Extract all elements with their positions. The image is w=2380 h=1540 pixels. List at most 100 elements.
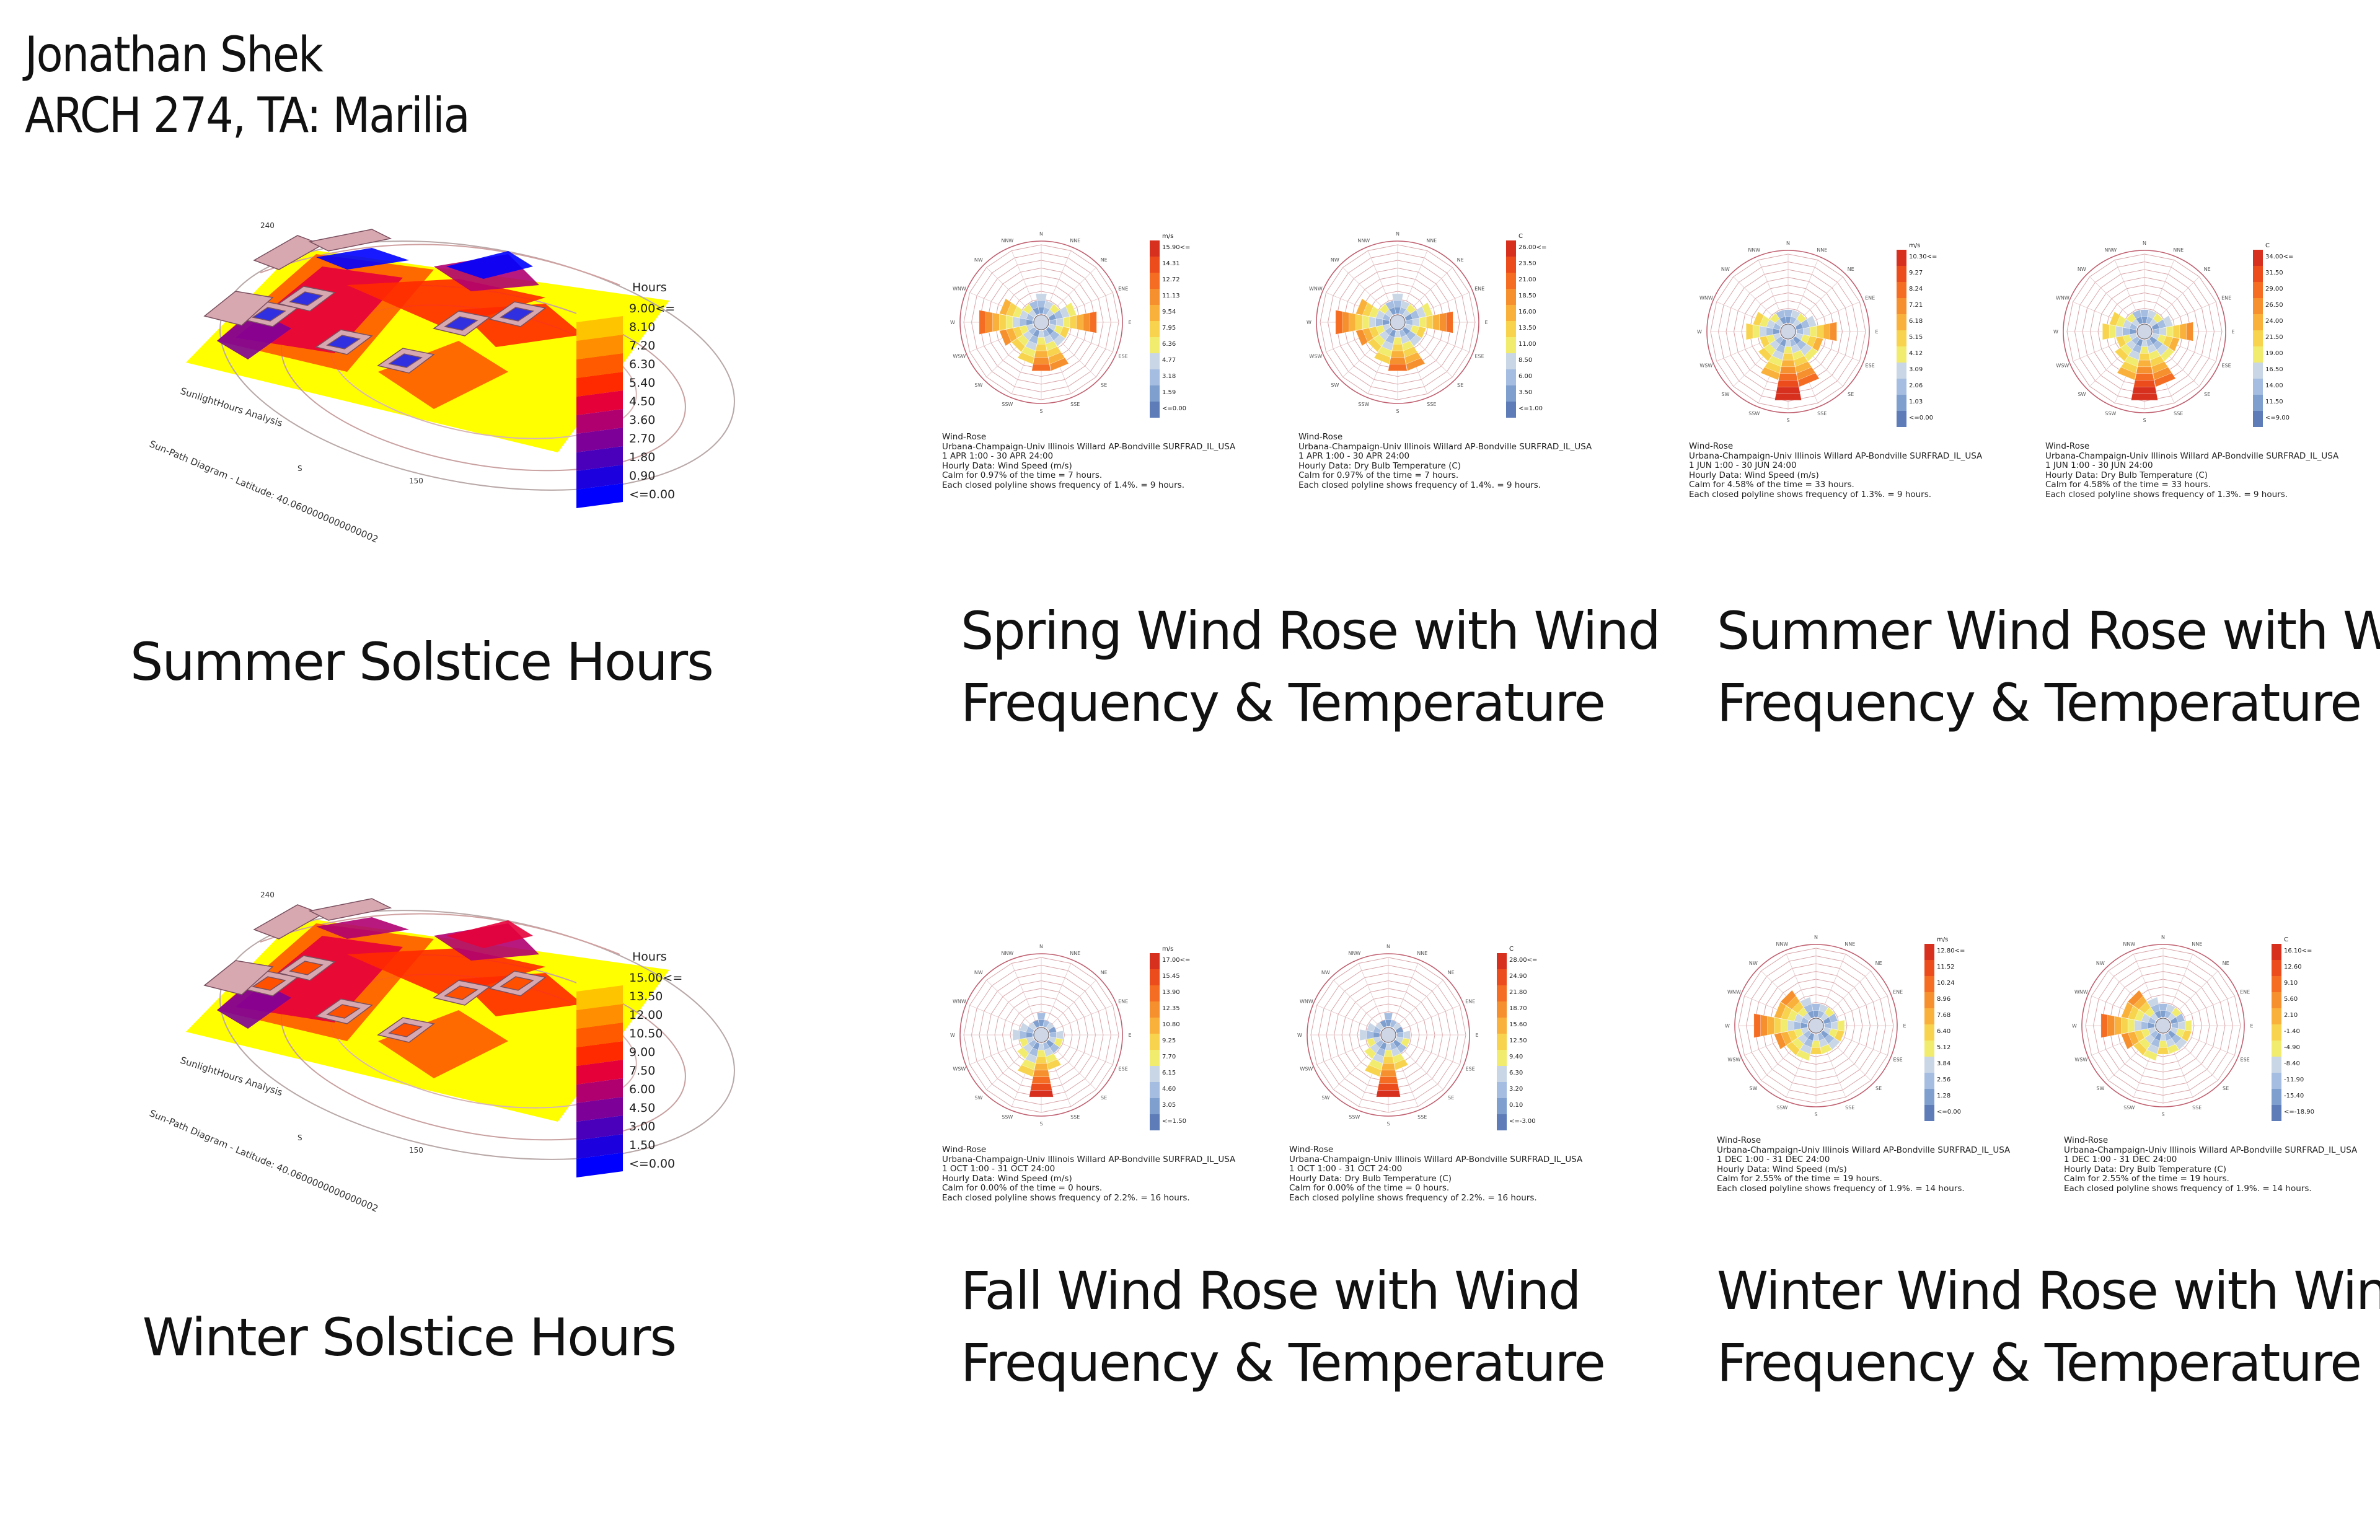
compass-label: NNW bbox=[1776, 941, 1788, 947]
compass-label: ESE bbox=[2241, 1057, 2250, 1063]
compass-label: ENE bbox=[1893, 989, 1903, 995]
petal-segment bbox=[1355, 314, 1363, 331]
buildings bbox=[203, 898, 547, 1043]
petal-segment bbox=[1439, 312, 1447, 332]
legend-swatch bbox=[1506, 353, 1516, 369]
rose-info-line: Each closed polyline shows frequency of … bbox=[1298, 480, 1541, 490]
petal-segment bbox=[2175, 1037, 2188, 1050]
summer-temp-rose: N NNE NE ENE E ESE SE SSE S SSW SW WSW W WNW NW NNW C 34.… bbox=[2039, 239, 2338, 499]
winter-sunlight-diagram: SunlightHours Analysis Sun-Path Diagram -… bbox=[148, 891, 735, 1215]
legend-value: 12.80<= bbox=[1937, 948, 1965, 954]
petal-segment bbox=[2131, 393, 2158, 401]
legend-swatch bbox=[1897, 330, 1906, 346]
petal-segment bbox=[1759, 336, 1770, 348]
petal-segment bbox=[1811, 1041, 1821, 1048]
legend-value: 18.50 bbox=[1518, 293, 1536, 299]
legend-title: Hours bbox=[632, 950, 667, 964]
legend-value: <=0.00 bbox=[629, 488, 675, 501]
compass-label: NE bbox=[2204, 266, 2211, 272]
calm-circle bbox=[1808, 1018, 1824, 1034]
wind-petals bbox=[1359, 1013, 1411, 1098]
petal-segment bbox=[1828, 1013, 1838, 1023]
petal-segment bbox=[2107, 1014, 2115, 1037]
compass-label: NW bbox=[1749, 961, 1758, 966]
legend-swatch bbox=[1897, 379, 1906, 395]
legend-value: 9.40 bbox=[1509, 1054, 1523, 1060]
legend-swatch bbox=[1150, 953, 1160, 969]
compass-label: NE bbox=[1101, 970, 1108, 975]
legend-swatch bbox=[1506, 369, 1516, 385]
rose-info-line: Calm for 4.58% of the time = 33 hours. bbox=[1689, 480, 1854, 490]
legend-value: 1.80 bbox=[629, 451, 655, 464]
petal-segment bbox=[1017, 352, 1034, 364]
compass-label: NW bbox=[1321, 970, 1330, 975]
petal-segment bbox=[2154, 372, 2176, 387]
petal-segment bbox=[2127, 990, 2143, 1006]
legend-value: 3.05 bbox=[1162, 1102, 1176, 1109]
compass-label: NNE bbox=[2192, 941, 2202, 947]
compass-label: E bbox=[2250, 1023, 2253, 1029]
legend-value: 4.12 bbox=[1909, 350, 1923, 357]
legend-swatch bbox=[2253, 330, 2263, 346]
fall-temp-rose: N NNE NE ENE E ESE SE SSE S SSW SW WSW W WNW NW NNW C 28.… bbox=[1283, 942, 1582, 1202]
legend-swatch bbox=[2253, 314, 2263, 330]
petal-segment bbox=[1810, 325, 1817, 338]
petal-segment bbox=[1049, 358, 1069, 371]
legend-swatch bbox=[1897, 298, 1906, 314]
legend-unit: m/s bbox=[1937, 936, 1948, 943]
compass-label: SSW bbox=[1349, 1114, 1360, 1120]
legend-value: 9.27 bbox=[1909, 270, 1923, 276]
petal-segment bbox=[2114, 1016, 2122, 1036]
legend-value: 24.90 bbox=[1509, 973, 1527, 980]
rose-info-line: Wind-Rose bbox=[2064, 1135, 2109, 1145]
compass-label: ENE bbox=[1474, 286, 1484, 291]
petal-segment bbox=[1036, 300, 1046, 307]
petal-segment bbox=[2138, 353, 2151, 361]
petal-segment bbox=[1820, 1044, 1833, 1055]
petal-segment bbox=[1782, 353, 1794, 361]
legend-swatch bbox=[1897, 266, 1906, 282]
legend-value: 4.60 bbox=[1162, 1086, 1176, 1093]
legend-value: 15.60 bbox=[1509, 1021, 1527, 1028]
legend-value: 26.00<= bbox=[1518, 244, 1546, 251]
legend-value: 1.59 bbox=[1162, 389, 1176, 396]
petal-segment bbox=[1053, 334, 1066, 347]
petal-segment bbox=[1787, 1019, 1794, 1032]
legend-unit: C bbox=[1518, 233, 1523, 240]
legend-value: 4.50 bbox=[629, 1101, 655, 1115]
petal-segment bbox=[1035, 1057, 1047, 1064]
rose-info: Wind-Rose Urbana-Champaign-Univ Illinois … bbox=[2045, 441, 2338, 499]
compass-label: W bbox=[1697, 329, 1702, 335]
rose-info-line: Wind-Rose bbox=[1717, 1135, 1761, 1145]
compass-label: E bbox=[1475, 1032, 1478, 1038]
legend-unit: m/s bbox=[1162, 946, 1173, 953]
calm-circle bbox=[1033, 314, 1049, 330]
petal-segment bbox=[2159, 327, 2167, 337]
petal-segment bbox=[1818, 1003, 1829, 1013]
compass-label: ENE bbox=[1118, 998, 1128, 1004]
petal-segment bbox=[1406, 358, 1426, 371]
petal-segment bbox=[1388, 364, 1408, 371]
legend-swatch bbox=[2272, 1024, 2281, 1041]
calm-circle bbox=[1033, 1027, 1049, 1043]
petal-segment bbox=[1029, 1090, 1054, 1098]
legend-swatch bbox=[1497, 969, 1507, 985]
legend-swatch bbox=[1150, 257, 1160, 273]
rose-info-line: Wind-Rose bbox=[942, 432, 987, 442]
wind-petals bbox=[1746, 309, 1837, 401]
compass-label: S bbox=[1814, 1112, 1817, 1117]
compass-label: WNW bbox=[1309, 286, 1323, 291]
petal-segment bbox=[1012, 316, 1020, 328]
petal-segment bbox=[1028, 300, 1039, 310]
legend-value: 31.50 bbox=[2265, 270, 2283, 276]
legend-swatch bbox=[1924, 1024, 1934, 1041]
compass-label: NE bbox=[1101, 257, 1108, 263]
compass-label: NNE bbox=[1844, 941, 1855, 947]
legend-swatch bbox=[1924, 1041, 1934, 1057]
rose-info-line: 1 APR 1:00 - 30 APR 24:00 bbox=[942, 451, 1054, 461]
compass-label: NNW bbox=[2123, 941, 2135, 947]
compass-label: E bbox=[1128, 320, 1131, 325]
compass-label: SW bbox=[2096, 1086, 2104, 1091]
compass-label: SE bbox=[1875, 1086, 1882, 1091]
legend-swatch bbox=[2272, 1105, 2281, 1121]
